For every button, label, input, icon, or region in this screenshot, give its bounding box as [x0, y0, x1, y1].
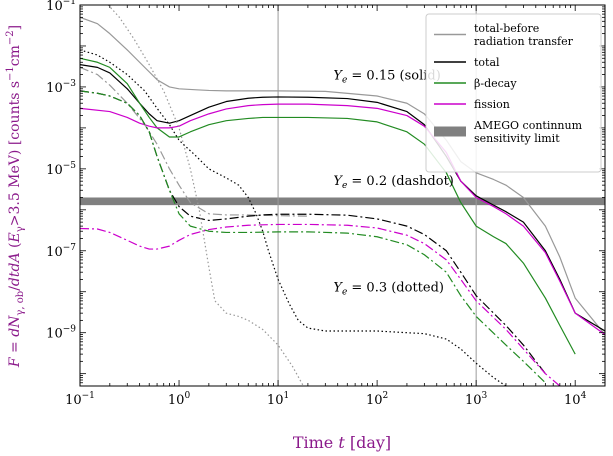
annotation-var: Y: [333, 281, 343, 296]
y-axis-label-part: >3.5 MeV) [counts s: [7, 81, 23, 226]
series-dashdot-total-before: [80, 66, 308, 217]
legend-box: [425, 13, 602, 173]
x-tick-label: 103: [465, 391, 488, 408]
x-axis-label: Time t [day]: [293, 433, 391, 452]
tick-label-base: 10: [465, 393, 482, 408]
y-tick-label: 10−7: [46, 243, 76, 260]
series-dashdot-fission: [80, 223, 561, 386]
annotation-sub: e: [342, 181, 347, 191]
legend-label: total: [474, 56, 500, 69]
annotation-text: Ye = 0.2 (dashdot): [333, 174, 454, 191]
legend-label: radiation transfer: [474, 35, 574, 48]
x-axis-label-var: t: [338, 433, 345, 452]
tick-label-base: 10: [46, 81, 63, 96]
y-axis-label-part: (: [7, 242, 23, 252]
annotation-text: Ye = 0.3 (dotted): [333, 281, 444, 298]
legend-swatch-band: [434, 126, 466, 137]
annotation-var: Y: [333, 69, 343, 84]
annotation-sub: e: [342, 76, 347, 86]
series-solid-total-before: [80, 16, 605, 335]
tick-label-exp: −7: [63, 243, 77, 253]
y-axis-label-part: γ: [15, 226, 26, 232]
y-tick-label: 10−3: [46, 79, 76, 96]
annotation-rest: = 0.3 (dotted): [347, 281, 444, 296]
annotations: Ye = 0.15 (solid)Ye = 0.2 (dashdot)Ye = …: [333, 69, 454, 298]
y-axis-label-part: E: [7, 232, 23, 243]
series-dashdot-beta-decay: [80, 90, 546, 384]
tick-label-exp: 2: [383, 391, 389, 401]
y-axis-label-part: =: [7, 337, 23, 358]
y-tick-label: 10−1: [46, 0, 76, 14]
y-axis-label-part: γ, ob: [15, 291, 26, 316]
sensitivity-band: [80, 197, 605, 206]
series-solid-fission: [80, 103, 605, 336]
series-dotted-total-before: [107, 5, 304, 386]
y-axis-label-part: dN: [7, 315, 23, 337]
y-axis-label-part: cm: [7, 45, 23, 66]
tick-label-base: 10: [46, 245, 63, 260]
y-axis-label-part: /: [7, 286, 23, 291]
series-solid-total: [80, 64, 605, 332]
tick-label-exp: −5: [63, 161, 77, 171]
tick-label-base: 10: [46, 163, 63, 178]
y-axis-label-part: F: [7, 356, 23, 368]
legend-label: total-before: [474, 22, 539, 35]
tick-label-base: 10: [564, 393, 581, 408]
annotation-text: Ye = 0.15 (solid): [333, 69, 440, 86]
tick-label-base: 10: [168, 393, 185, 408]
legend-label: sensitivity limit: [474, 132, 560, 145]
series-solid-beta-decay: [80, 57, 576, 355]
legend-label: β-decay: [474, 77, 517, 90]
y-tick-label: 10−9: [46, 325, 76, 342]
legend-label: fission: [474, 98, 510, 111]
y-axis-label-part: −2: [5, 30, 16, 45]
tick-label-base: 10: [366, 393, 383, 408]
tick-label-base: 10: [46, 327, 63, 342]
x-axis-label-prefix: Time: [293, 433, 339, 452]
tick-label-exp: −9: [63, 325, 77, 335]
x-tick-label: 102: [366, 391, 388, 408]
tick-label-exp: −3: [63, 79, 77, 89]
tick-label-base: 10: [46, 0, 63, 14]
series-layer: [80, 5, 605, 386]
tick-label-exp: −1: [63, 0, 76, 7]
sensitivity-band-layer: [80, 197, 605, 206]
tick-label-base: 10: [267, 393, 284, 408]
tick-label-base: 10: [65, 393, 82, 408]
x-tick-label: 101: [267, 391, 289, 408]
tick-label-exp: 4: [581, 391, 587, 401]
annotation-rest: = 0.15 (solid): [347, 69, 441, 84]
y-axis-label-part: ]: [7, 25, 23, 30]
tick-label-exp: 3: [482, 391, 488, 401]
legend-label: AMEGO continnum: [473, 119, 583, 132]
annotation-sub: e: [342, 288, 347, 298]
y-axis-label-part: dtdA: [7, 252, 23, 286]
annotation-rest: = 0.2 (dashdot): [347, 174, 454, 189]
tick-label-exp: 1: [283, 391, 289, 401]
y-axis-label: F = dNγ, ob/dtdA (Eγ>3.5 MeV) [counts s−…: [5, 25, 26, 368]
axes-frame: [79, 4, 606, 387]
x-tick-label: 10−1: [65, 391, 95, 408]
tick-label-exp: −1: [82, 391, 95, 401]
plot-frame: [79, 4, 606, 387]
y-axis-label-part: −1: [5, 66, 16, 81]
x-tick-label: 100: [168, 391, 191, 408]
y-tick-label: 10−5: [46, 161, 76, 178]
annotation-var: Y: [333, 174, 343, 189]
x-tick-label: 104: [564, 391, 587, 408]
x-axis-label-unit: [day]: [345, 433, 391, 452]
tick-label-exp: 0: [184, 391, 190, 401]
